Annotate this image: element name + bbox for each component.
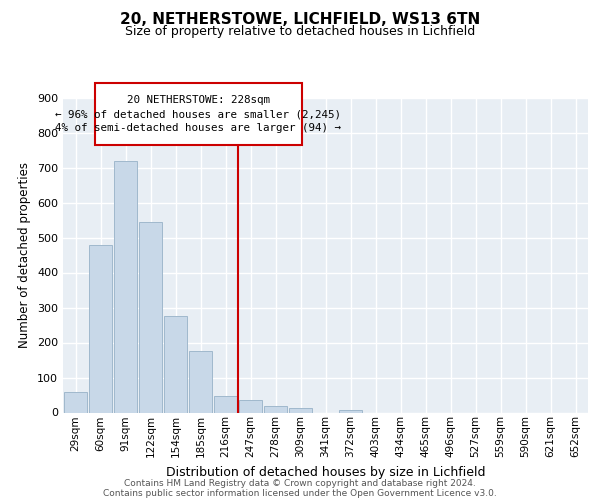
Bar <box>164 316 187 412</box>
Bar <box>64 392 87 412</box>
Text: 20, NETHERSTOWE, LICHFIELD, WS13 6TN: 20, NETHERSTOWE, LICHFIELD, WS13 6TN <box>120 12 480 28</box>
FancyBboxPatch shape <box>95 84 302 145</box>
Bar <box>289 408 312 412</box>
Y-axis label: Number of detached properties: Number of detached properties <box>19 162 31 348</box>
Bar <box>189 351 212 412</box>
Bar <box>339 410 362 412</box>
Bar <box>139 222 162 412</box>
Text: Size of property relative to detached houses in Lichfield: Size of property relative to detached ho… <box>125 25 475 38</box>
Text: 20 NETHERSTOWE: 228sqm
← 96% of detached houses are smaller (2,245)
4% of semi-d: 20 NETHERSTOWE: 228sqm ← 96% of detached… <box>55 94 341 134</box>
Text: Contains HM Land Registry data © Crown copyright and database right 2024.: Contains HM Land Registry data © Crown c… <box>124 478 476 488</box>
Text: Contains public sector information licensed under the Open Government Licence v3: Contains public sector information licen… <box>103 488 497 498</box>
Bar <box>239 400 262 412</box>
X-axis label: Distribution of detached houses by size in Lichfield: Distribution of detached houses by size … <box>166 466 485 478</box>
Bar <box>114 160 137 412</box>
Bar <box>214 396 237 412</box>
Bar <box>89 244 112 412</box>
Bar <box>264 406 287 412</box>
